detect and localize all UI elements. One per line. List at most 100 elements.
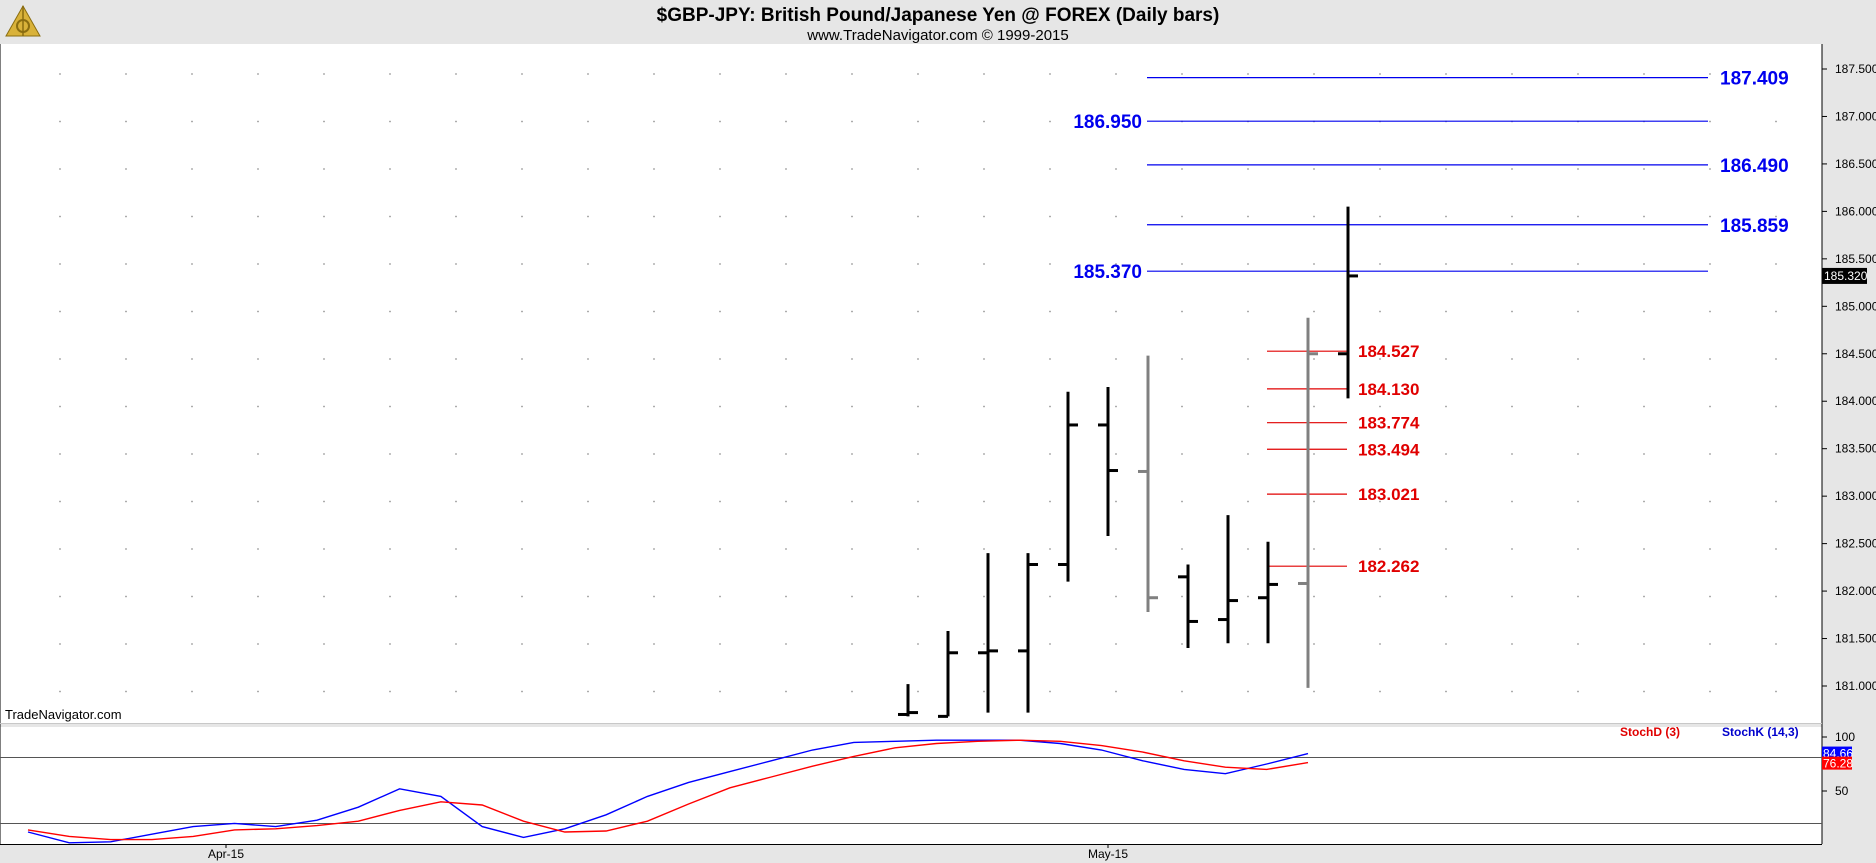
grid-dot <box>125 453 127 455</box>
grid-dot <box>587 548 589 550</box>
grid-dot <box>521 215 523 218</box>
grid-dot <box>521 453 523 455</box>
grid-dots <box>59 73 1777 693</box>
grid-dot <box>653 548 655 550</box>
grid-dot <box>191 263 193 265</box>
grid-dot <box>1247 263 1249 265</box>
grid-dot <box>1445 500 1447 503</box>
grid-dot <box>1643 358 1645 360</box>
grid-dot <box>1577 500 1579 503</box>
grid-dot <box>59 73 61 75</box>
grid-dot <box>917 690 919 693</box>
grid-dot <box>1379 73 1381 75</box>
grid-dot <box>1247 548 1249 550</box>
grid-dot <box>1313 453 1315 455</box>
grid-dot <box>719 405 721 408</box>
grid-dot <box>389 215 391 218</box>
grid-dot <box>1577 453 1579 455</box>
grid-dot <box>983 595 985 598</box>
grid-dot <box>1247 405 1249 408</box>
grid-dot <box>1643 643 1645 645</box>
grid-dot <box>455 120 457 123</box>
grid-dot <box>1511 310 1513 313</box>
grid-dot <box>1115 310 1117 313</box>
grid-dot <box>59 453 61 455</box>
grid-dot <box>455 643 457 645</box>
grid-dot <box>917 263 919 265</box>
grid-dot <box>455 263 457 265</box>
grid-dot <box>785 263 787 265</box>
grid-dot <box>1049 168 1051 170</box>
grid-dot <box>389 405 391 408</box>
grid-dot <box>653 405 655 408</box>
stochk-value-box <box>1822 746 1852 760</box>
grid-dot <box>191 215 193 218</box>
grid-dot <box>455 690 457 693</box>
grid-dot <box>851 453 853 455</box>
grid-dot <box>323 310 325 313</box>
grid-dot <box>1709 595 1711 598</box>
grid-dot <box>653 358 655 360</box>
grid-dot <box>1775 405 1777 408</box>
grid-dot <box>587 690 589 693</box>
grid-dot <box>983 548 985 550</box>
grid-dot <box>1511 405 1513 408</box>
last-price-label: 185.320 <box>1824 269 1868 283</box>
grid-dot <box>1115 168 1117 170</box>
grid-dot <box>851 690 853 693</box>
grid-dot <box>1247 215 1249 218</box>
grid-dot <box>1247 500 1249 503</box>
grid-dot <box>191 120 193 123</box>
grid-dot <box>1313 548 1315 550</box>
grid-dot <box>1313 643 1315 645</box>
grid-dot <box>257 500 259 503</box>
grid-dot <box>389 690 391 693</box>
grid-dot <box>59 595 61 598</box>
grid-dot <box>587 263 589 265</box>
grid-dot <box>917 595 919 598</box>
grid-dot <box>1379 453 1381 455</box>
grid-dot <box>323 453 325 455</box>
grid-dot <box>917 453 919 455</box>
grid-dot <box>257 643 259 645</box>
red-level-label: 183.494 <box>1358 440 1420 459</box>
grid-dot <box>1247 310 1249 313</box>
grid-dot <box>785 215 787 218</box>
grid-dot <box>1247 595 1249 598</box>
last-price-marker: 185.320 <box>1822 267 1868 284</box>
stochk-line <box>27 739 1309 844</box>
grid-dot <box>653 73 655 75</box>
grid-dot <box>653 643 655 645</box>
grid-dot <box>191 405 193 408</box>
stochd-value-label: 76.28 <box>1823 757 1853 771</box>
grid-dot <box>59 500 61 503</box>
grid-dot <box>455 548 457 550</box>
grid-dot <box>1313 215 1315 218</box>
x-tick-label: May-15 <box>1088 847 1128 861</box>
grid-dot <box>455 595 457 598</box>
blue-level-label: 187.409 <box>1720 69 1789 90</box>
grid-dot <box>1577 595 1579 598</box>
stochd-value-box <box>1822 756 1852 770</box>
y-tick-label: 183.000 <box>1835 489 1876 503</box>
grid-dot <box>521 405 523 408</box>
grid-dot <box>785 500 787 503</box>
grid-dot <box>1709 500 1711 503</box>
grid-dot <box>851 500 853 503</box>
grid-dot <box>1643 73 1645 75</box>
ohlc-bar <box>978 553 998 713</box>
grid-dot <box>1313 358 1315 360</box>
indicator-tick-label: 100 <box>1835 730 1855 744</box>
grid-dot <box>719 120 721 123</box>
grid-dot <box>983 310 985 313</box>
grid-dot <box>1775 263 1777 265</box>
grid-dot <box>1049 120 1051 123</box>
grid-dot <box>1775 168 1777 170</box>
grid-dot <box>1049 595 1051 598</box>
y-tick-label: 183.500 <box>1835 442 1876 456</box>
ohlc-bars <box>898 206 1358 718</box>
grid-dot <box>983 358 985 360</box>
grid-dot <box>1115 73 1117 75</box>
grid-dot <box>587 643 589 645</box>
grid-dot <box>785 595 787 598</box>
